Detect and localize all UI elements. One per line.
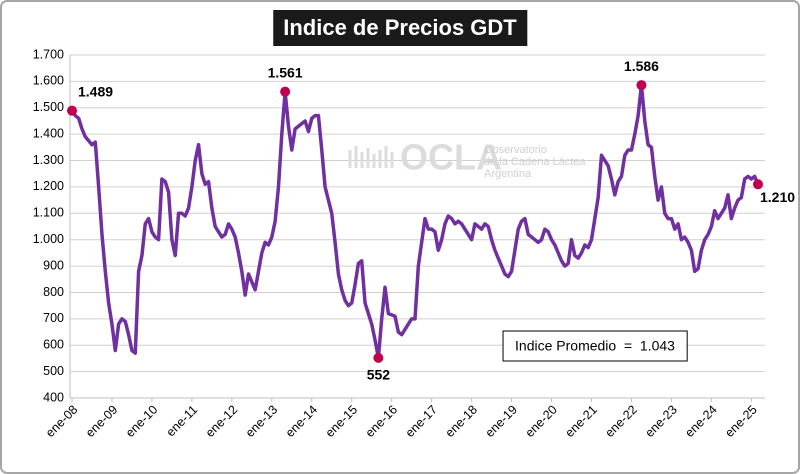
chart-title: Indice de Precios GDT xyxy=(283,15,517,40)
watermark-text: de la Cadena Láctea xyxy=(484,156,586,168)
watermark-text: Observatorio xyxy=(484,144,547,156)
y-tick-label: 1.700 xyxy=(33,47,64,61)
data-label: 1.489 xyxy=(78,83,113,99)
point-marker xyxy=(753,179,763,190)
point-marker xyxy=(636,80,647,91)
data-label: 1.586 xyxy=(624,58,659,74)
y-tick-label: 1.400 xyxy=(33,126,64,140)
point-marker xyxy=(373,352,384,363)
y-tick-label: 1.500 xyxy=(33,100,64,114)
y-tick-label: 900 xyxy=(43,258,64,272)
data-line xyxy=(70,83,760,360)
y-tick-label: 1.200 xyxy=(33,179,64,193)
y-tick-label: 800 xyxy=(43,285,64,299)
y-tick-label: 1.100 xyxy=(33,206,64,220)
data-label: 1.561 xyxy=(268,64,303,80)
y-tick-label: 1.000 xyxy=(33,232,64,246)
point-marker xyxy=(280,86,291,97)
watermark-text: Argentina xyxy=(484,168,532,180)
watermark-icon xyxy=(348,146,394,168)
average-box xyxy=(502,330,688,362)
y-tick-label: 700 xyxy=(43,311,64,325)
average-label: Indice Promedio = 1.043 xyxy=(515,338,675,354)
y-tick-label: 500 xyxy=(43,364,64,378)
point-marker xyxy=(67,105,77,116)
title-box xyxy=(273,10,528,46)
data-label: 1.210 xyxy=(760,189,795,205)
y-tick-label: 600 xyxy=(43,338,64,352)
y-tick-label: 400 xyxy=(43,390,64,404)
watermark: OCLA Observatorio de la Cadena Láctea Ar… xyxy=(348,137,586,180)
y-tick-label: 1.600 xyxy=(33,74,64,88)
y-tick-label: 1.300 xyxy=(33,153,64,167)
data-label: 552 xyxy=(367,367,391,383)
grid xyxy=(70,54,765,399)
watermark-logo: OCLA xyxy=(400,137,502,178)
